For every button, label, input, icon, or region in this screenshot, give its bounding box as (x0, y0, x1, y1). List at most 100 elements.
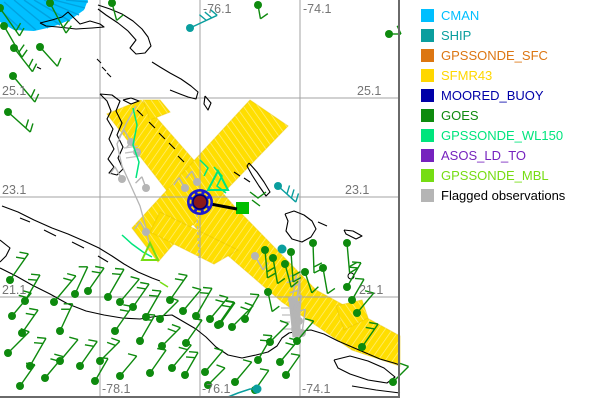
flagged-barb-stem (254, 255, 264, 271)
ship-barb-stem (189, 14, 218, 29)
flagged-barb-tick (262, 262, 269, 271)
gpssonde-wl150-track (199, 159, 209, 177)
goes-barb-tick (178, 273, 188, 277)
goes-square-marker (236, 202, 249, 214)
goes-barb-tick (18, 294, 28, 299)
sfmr-swath-texture (336, 300, 368, 330)
goes-barb-stem (119, 355, 138, 377)
coastline (203, 95, 212, 111)
coastline (343, 229, 363, 240)
goes-barb-stem (171, 344, 192, 369)
cman-observation-blob (0, 0, 88, 31)
goes-barb-tick (262, 334, 273, 337)
legend-item-ship: SHIP (421, 25, 599, 45)
goes-barb-tick (399, 362, 409, 368)
ship-barb-tick (286, 185, 291, 195)
legend-item-gpssonde-mbl: GPSSONDE_MBL (421, 165, 599, 185)
goes-barb-stem (257, 4, 262, 19)
goes-barb-tick (20, 328, 30, 333)
grid-label: 25.1 (357, 84, 381, 98)
goes-barb-stem (79, 341, 98, 367)
goes-barb-tick (15, 256, 26, 260)
goes-barb-stem (195, 287, 213, 317)
flagged-barb-tick (173, 177, 180, 186)
goes-barb-tick (54, 353, 64, 358)
legend-item-gpssonde-wl150: GPSSONDE_WL150 (421, 125, 599, 145)
goes-barb-stem (185, 319, 203, 344)
legend-label-asos-ld-to: ASOS_LD_TO (441, 147, 527, 163)
goes-barb-tick (31, 63, 38, 72)
goes-barb-stem (312, 242, 315, 274)
legend-item-gpssonde-sfc: GPSSONDE_SFC (421, 45, 599, 65)
goes-barb-tick (214, 347, 224, 352)
legend-swatch-ship (421, 28, 434, 42)
flagged-barb-stem (291, 274, 298, 301)
goes-barb-stem (346, 242, 351, 273)
goes-barb-tick (66, 272, 77, 277)
coastline-islet (71, 241, 85, 249)
legend-label-moored-buoy: MOORED_BUOY (441, 87, 544, 103)
goes-barb-tick (225, 299, 235, 303)
flagged-barb-stem (139, 221, 147, 233)
grid-label: 23.1 (2, 183, 26, 197)
flagged-barb-tick (134, 221, 141, 230)
goes-barb-tick (88, 339, 98, 343)
sfmr-swath-texture (107, 100, 400, 366)
goes-barb-tick (219, 294, 229, 299)
goes-barb-tick (167, 328, 177, 333)
goes-barb-tick (84, 344, 94, 348)
goes-barb-tick (249, 293, 260, 296)
goes-barb-stem (356, 292, 375, 314)
goes-barb-stem (234, 361, 253, 383)
goes-barb-stem (132, 283, 150, 308)
coastline (99, 93, 124, 176)
goes-barb-tick (116, 14, 125, 21)
legend-label-gpssonde-sfc: GPSSONDE_SFC (441, 47, 548, 63)
flagged-tick (123, 145, 139, 149)
goes-barb-tick (221, 304, 231, 308)
goes-barb-tick (25, 119, 30, 129)
sfmr-swath-texture (143, 100, 170, 120)
goes-barb-stem (0, 7, 21, 37)
coastline-islet (106, 72, 112, 78)
legend-label-flagged: Flagged observations (441, 187, 566, 203)
goes-barb-stem (304, 271, 313, 294)
goes-barb-tick (56, 57, 62, 67)
goes-barb-tick (311, 286, 319, 294)
storm-dashed-circle (189, 191, 211, 213)
goes-barb-stem (19, 364, 36, 387)
goes-barb-tick (348, 266, 359, 269)
goes-barb-tick (292, 270, 301, 277)
goes-barb-stem (346, 262, 362, 288)
flagged-barb-tick (296, 308, 306, 313)
goes-barb-tick (27, 278, 38, 281)
goes-barb-stem (264, 249, 269, 278)
goes-barb-tick (193, 317, 203, 321)
flagged-barb-stem (301, 309, 307, 334)
legend-swatch-gpssonde-sfc (421, 48, 434, 62)
goes-barb-stem (182, 289, 202, 312)
goes-barb-stem (39, 46, 58, 67)
goes-barb-tick (259, 368, 269, 372)
goes-barb-tick (111, 273, 122, 276)
goes-barb-tick (365, 326, 375, 330)
flagged-barb-stem (123, 129, 132, 143)
goes-barb-tick (188, 351, 199, 354)
coastline-islet (177, 155, 185, 163)
goes-barb-stem (49, 2, 67, 34)
grid-label: -76.1 (202, 382, 231, 396)
goes-barb-tick (28, 58, 34, 68)
legend-label-gpssonde-wl150: GPSSONDE_WL150 (441, 127, 564, 143)
goes-barb-tick (145, 313, 156, 316)
goes-barb-tick (36, 336, 47, 339)
goes-barb-stem (392, 365, 410, 383)
goes-barb-stem (139, 314, 156, 342)
legend-swatch-asos-ld-to (421, 148, 434, 162)
goes-barb-tick (127, 353, 137, 357)
flagged-barb-tick (109, 166, 116, 175)
goes-barb-tick (271, 305, 280, 313)
coastline (122, 97, 140, 105)
grid-label: 21.1 (359, 283, 383, 297)
flagged-barb-tick (135, 176, 143, 184)
gpssonde-wl150-track (132, 107, 140, 179)
